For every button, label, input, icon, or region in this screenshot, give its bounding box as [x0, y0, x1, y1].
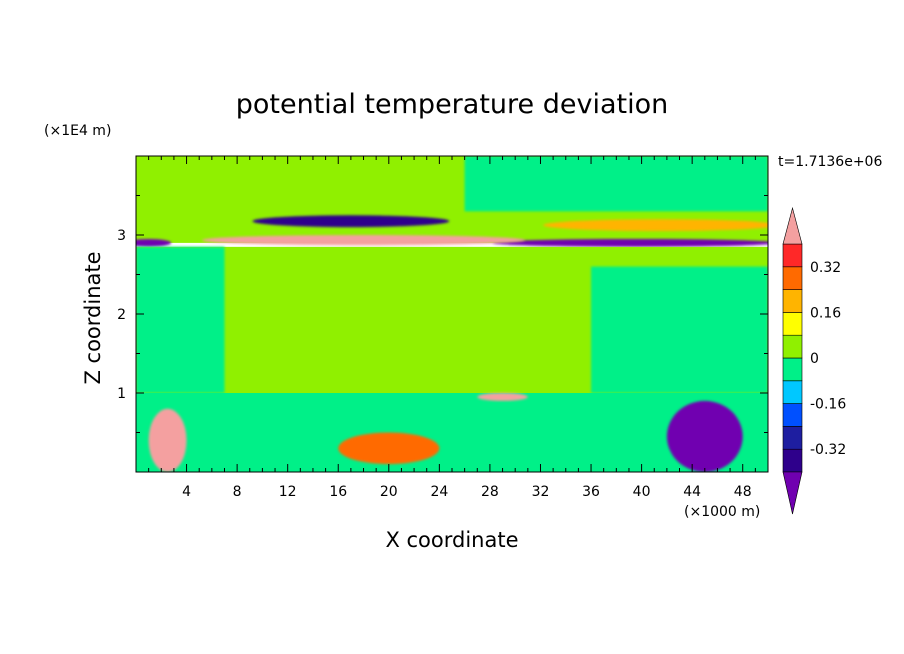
x-axis: 4 8 12 16 20 24 28 32 36 40 44 48	[148, 156, 756, 500]
y-tick-label: 1	[117, 386, 126, 402]
colorbar-label: -0.32	[810, 442, 846, 458]
x-tick-label: 24	[430, 484, 448, 500]
x-tick-label: 8	[233, 484, 242, 500]
colorbar-label: 0.16	[810, 305, 841, 321]
y-tick-label: 2	[117, 307, 126, 323]
y-tick-label: 3	[117, 228, 126, 244]
contour-region	[338, 432, 440, 465]
colorbar-label: 0.32	[810, 260, 841, 276]
colorbar-segment	[782, 312, 803, 336]
colorbar: 0.32 0.16 0 -0.16 -0.32	[782, 206, 846, 515]
colorbar-segment	[782, 403, 803, 427]
contour-region	[492, 238, 768, 247]
colorbar-segment	[782, 334, 803, 359]
y-axis: 1 2 3	[117, 195, 768, 433]
colorbar-segment	[782, 243, 803, 268]
x-tick-label: 28	[481, 484, 499, 500]
x-tick-label: 12	[279, 484, 297, 500]
contour-region	[148, 408, 187, 472]
x-tick-label: 20	[380, 484, 398, 500]
x-tick-label: 48	[734, 484, 752, 500]
x-unit-label: (×1000 m)	[684, 504, 760, 520]
contour-region	[543, 219, 768, 232]
x-tick-label: 32	[532, 484, 550, 500]
x-tick-label: 40	[633, 484, 651, 500]
contour-region	[136, 246, 225, 393]
colorbar-over-arrow	[782, 206, 803, 245]
contour-region	[252, 215, 450, 228]
colorbar-segment	[782, 266, 803, 290]
x-axis-label: X coordinate	[385, 528, 518, 552]
contour-region	[477, 393, 528, 401]
x-tick-label: 36	[582, 484, 600, 500]
x-tick-label: 16	[329, 484, 347, 500]
contour-region	[136, 393, 768, 472]
y-axis-label: Z coordinate	[81, 251, 105, 384]
contour-region	[201, 235, 526, 246]
y-unit-label: (×1E4 m)	[44, 123, 111, 139]
colorbar-segment	[782, 357, 803, 382]
colorbar-label: -0.16	[810, 397, 846, 413]
colorbar-segment	[782, 289, 803, 313]
colorbar-segment	[782, 426, 803, 450]
contour-region	[136, 238, 172, 247]
plot-area	[136, 156, 768, 472]
colorbar-label: 0	[810, 351, 819, 367]
x-tick-label: 4	[182, 484, 191, 500]
time-label: t=1.7136e+06	[778, 154, 882, 170]
chart-title: potential temperature deviation	[236, 89, 668, 120]
contour-region	[464, 156, 768, 212]
colorbar-segment	[782, 380, 803, 404]
colorbar-under-arrow	[782, 471, 803, 515]
contour-region	[666, 400, 743, 472]
contour-region	[591, 266, 768, 393]
x-tick-label: 44	[683, 484, 701, 500]
colorbar-segment	[782, 448, 803, 473]
